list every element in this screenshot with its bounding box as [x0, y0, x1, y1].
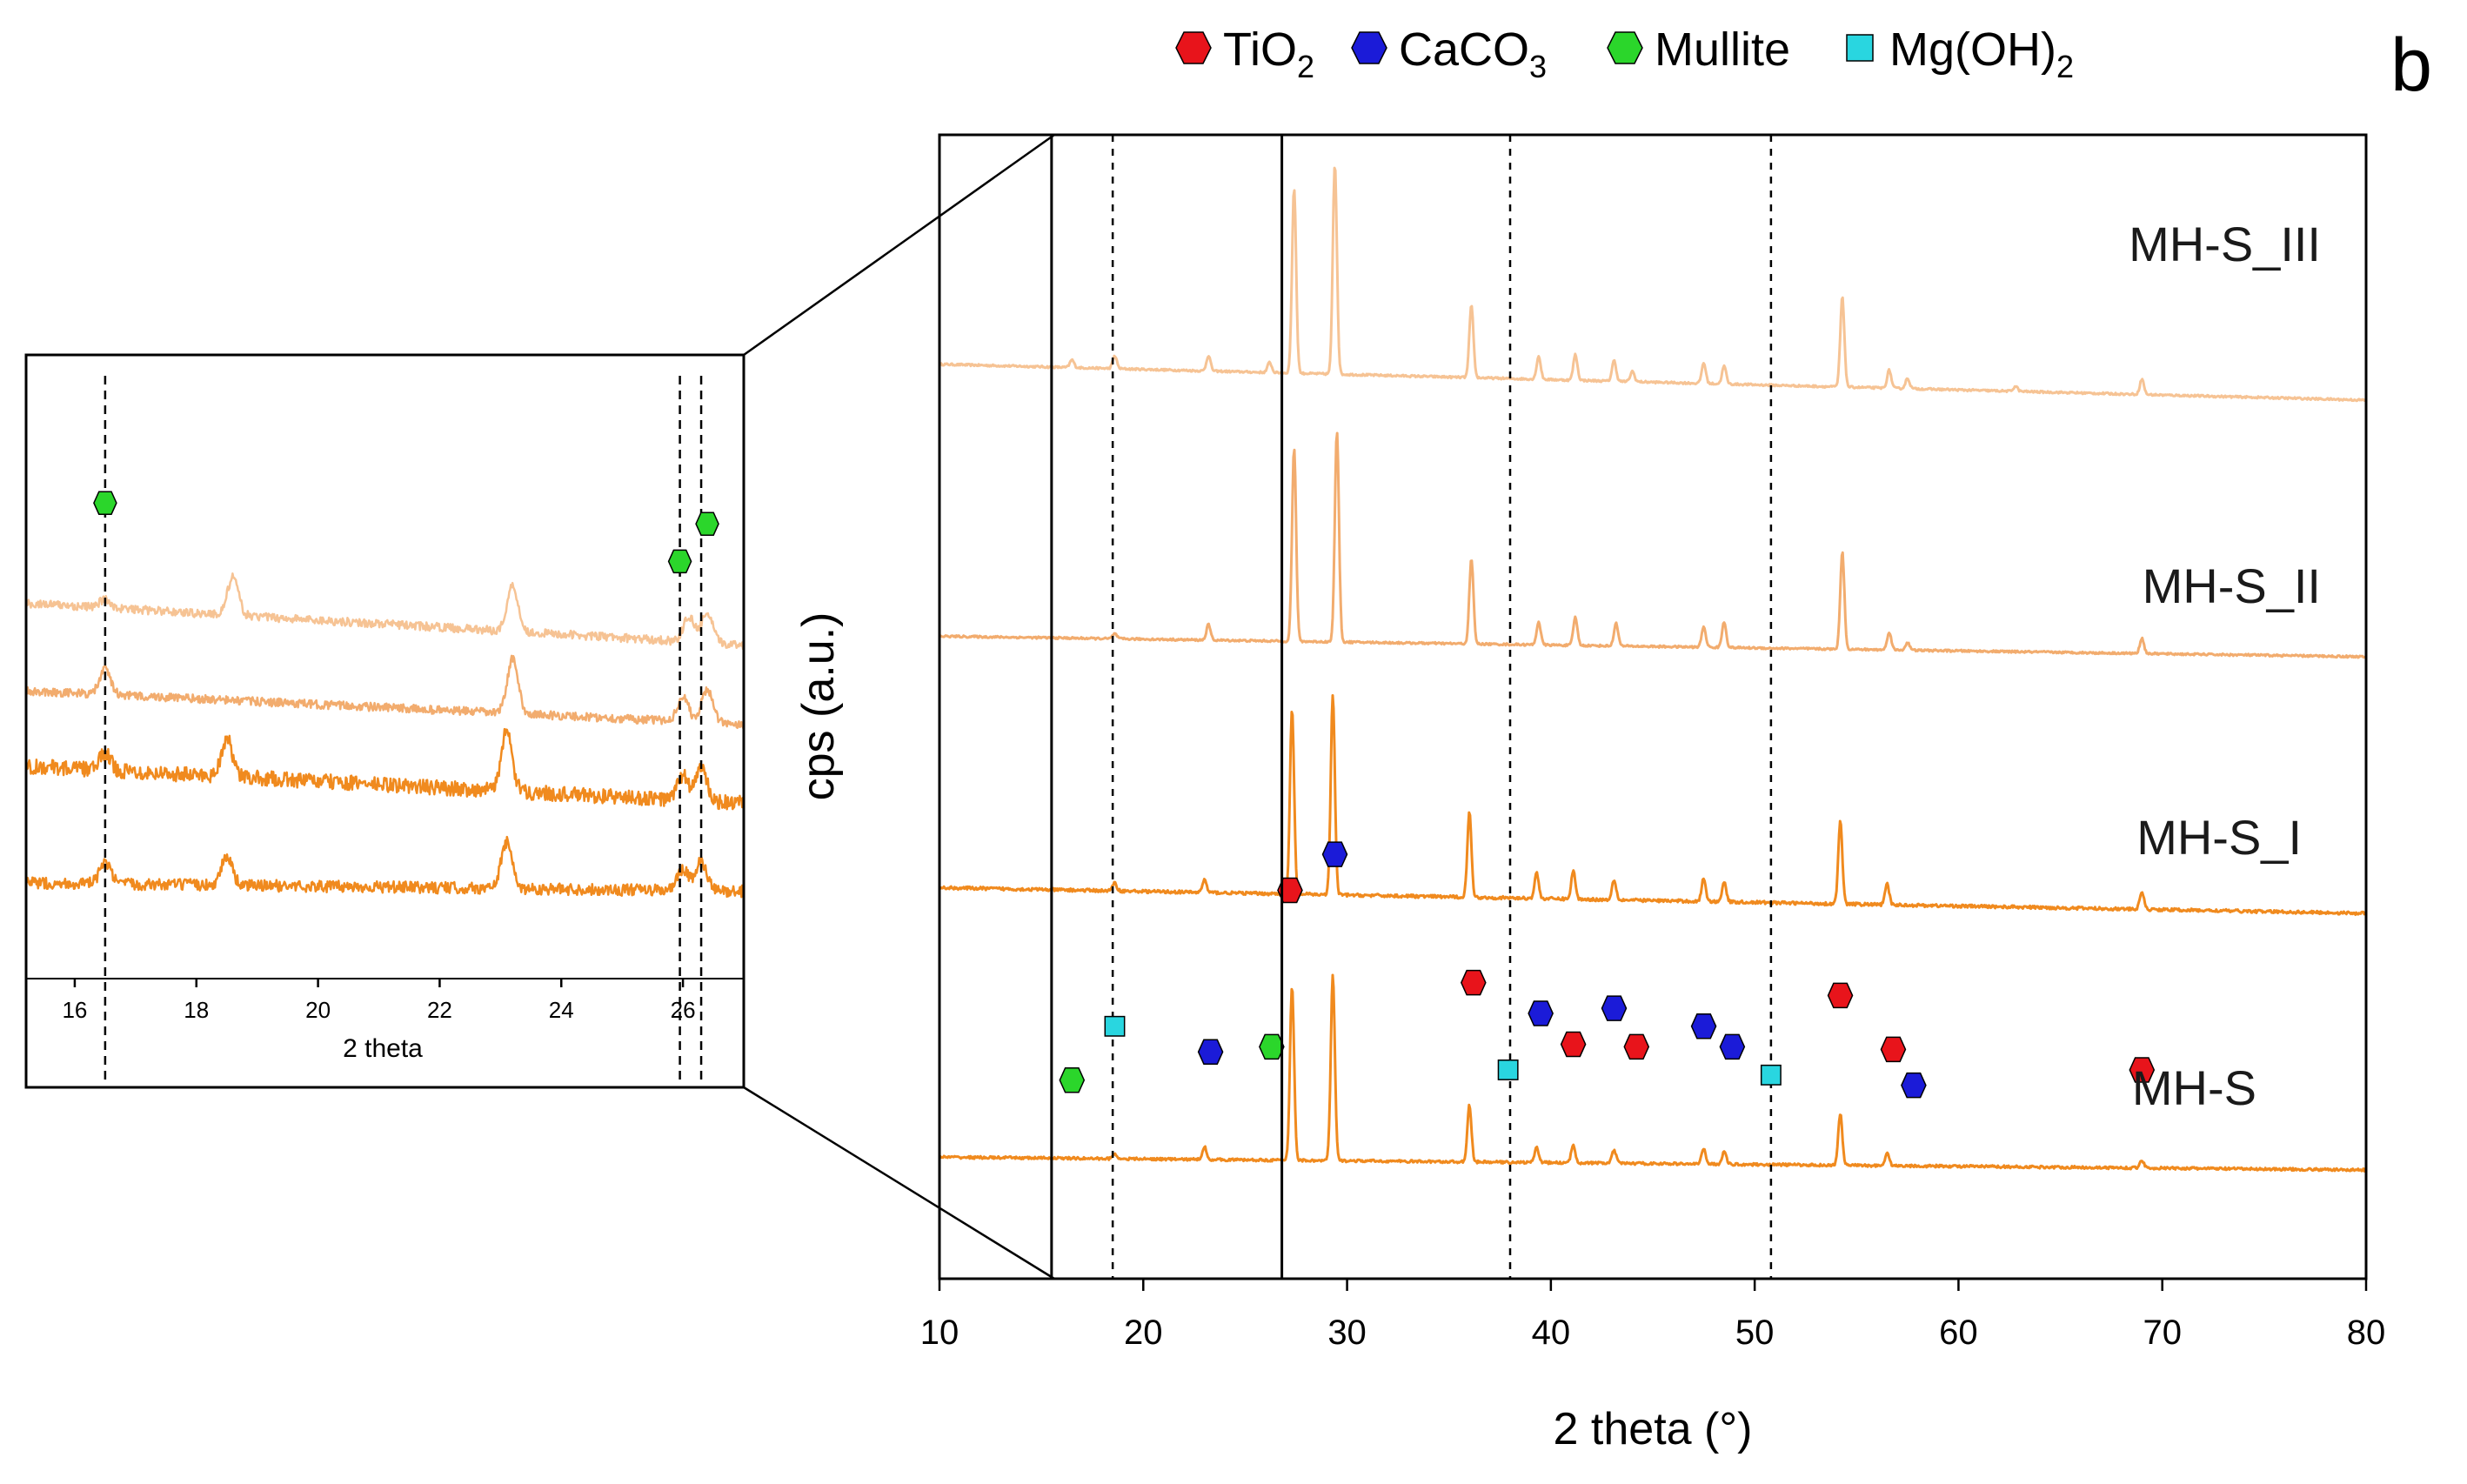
- legend: TiO2 CaCO3 Mullite Mg(OH)2: [1175, 23, 2074, 84]
- main-x-tick-label: 60: [1939, 1314, 1978, 1352]
- main-phase-markers: [1059, 841, 2156, 1099]
- sample-label-mh-s: MH-S: [2132, 1060, 2256, 1115]
- main-trace-mh-s-i: [938, 694, 2368, 916]
- main-trace-mh-s-iii: [938, 166, 2367, 403]
- main-marker-caco3-5: [1321, 841, 1348, 867]
- main-marker-mullite-0: [1059, 1067, 1086, 1093]
- zoom-connector-top: [743, 133, 1055, 357]
- main-x-axis-title: 2 theta (°): [1554, 1404, 1753, 1454]
- main-plot: 10 20 30 40 50 60 70 80 2 theta (°) cps (a.u.) …: [793, 133, 2386, 1454]
- main-plot-frame: [938, 133, 2368, 1280]
- main-marker-tio2-18: [2129, 1057, 2156, 1083]
- main-marker-mg-oh-2-1: [1104, 1015, 1126, 1037]
- inset-trace-mh-s-iii: [24, 572, 745, 651]
- main-marker-caco3-17: [1901, 1072, 1927, 1099]
- main-x-axis: 10 20 30 40 50 60 70 80: [920, 1279, 2386, 1352]
- inset-phase-markers: [93, 491, 719, 574]
- tio2-legend-marker: [1175, 31, 1212, 64]
- zoom-connector-bottom: [743, 1086, 1055, 1280]
- inset-x-axis-title: 2 theta: [343, 1034, 423, 1063]
- legend-label-mgoh2: Mg(OH)2: [1889, 23, 2074, 84]
- inset-marker-mullite-1: [667, 549, 692, 574]
- main-marker-caco3-7: [1528, 1000, 1554, 1026]
- inset-frame: [24, 353, 745, 1089]
- main-marker-tio2-11: [1623, 1033, 1650, 1060]
- inset-marker-mullite-0: [93, 491, 117, 515]
- legend-label-mullite: Mullite: [1655, 23, 1790, 76]
- inset-trace-mh-s-ii: [24, 654, 745, 730]
- main-x-tick-label: 10: [920, 1314, 959, 1352]
- inset-x-tick-label: 24: [549, 997, 574, 1023]
- main-x-tick-label: 20: [1124, 1314, 1163, 1352]
- legend-label-caco3: CaCO3: [1399, 23, 1547, 84]
- inset-x-tick-label: 26: [671, 997, 696, 1023]
- main-marker-caco3-13: [1719, 1033, 1746, 1060]
- legend-label-tio2: TiO2: [1223, 23, 1314, 84]
- main-marker-caco3-12: [1690, 1013, 1717, 1039]
- panel-letter: b: [2390, 23, 2432, 107]
- inset-x-tick-label: 16: [62, 997, 87, 1023]
- main-marker-mullite-3: [1259, 1033, 1285, 1060]
- inset-traces: [24, 572, 745, 899]
- main-marker-mg-oh-2-14: [1760, 1064, 1782, 1086]
- inset-plot: 16 18 20 22 24 26 2 theta: [24, 353, 745, 1089]
- inset-x-axis: 16 18 20 22 24 26: [62, 979, 696, 1023]
- mgoh2-legend-marker: [1846, 34, 1874, 62]
- main-marker-mg-oh-2-8: [1497, 1060, 1519, 1080]
- inset-x-tick-label: 22: [427, 997, 452, 1023]
- inset-x-tick-label: 18: [184, 997, 209, 1023]
- main-marker-tio2-9: [1560, 1031, 1587, 1058]
- main-marker-tio2-4: [1277, 877, 1303, 904]
- main-y-axis-title: cps (a.u.): [793, 612, 844, 801]
- zoom-box: [1050, 133, 1284, 1280]
- main-marker-tio2-15: [1827, 982, 1854, 1009]
- mullite-legend-marker: [1607, 31, 1643, 64]
- main-trace-mh-s-ii: [939, 431, 2367, 659]
- inset-background: [26, 355, 744, 1087]
- sample-label-mh-s-iii: MH-S_III: [2129, 217, 2321, 271]
- main-trace-mh-s: [938, 973, 2368, 1173]
- main-x-tick-label: 80: [2347, 1314, 2386, 1352]
- main-x-tick-label: 70: [2143, 1314, 2182, 1352]
- inset-x-tick-label: 20: [305, 997, 331, 1023]
- main-x-tick-label: 40: [1532, 1314, 1571, 1352]
- main-marker-caco3-10: [1601, 995, 1628, 1021]
- main-x-tick-label: 30: [1327, 1314, 1367, 1352]
- main-x-tick-label: 50: [1735, 1314, 1775, 1352]
- main-marker-tio2-6: [1461, 969, 1487, 996]
- main-traces: [938, 166, 2368, 1173]
- main-reference-lines: [1111, 135, 1773, 1279]
- sample-label-mh-s-ii: MH-S_II: [2143, 558, 2321, 613]
- inset-trace-mh-s: [24, 835, 745, 899]
- main-marker-caco3-2: [1197, 1039, 1224, 1066]
- main-marker-tio2-16: [1880, 1036, 1907, 1063]
- sample-label-mh-s-i: MH-S_I: [2136, 810, 2302, 865]
- inset-trace-mh-s-i: [24, 727, 745, 811]
- inset-marker-mullite-2: [695, 511, 719, 536]
- caco3-legend-marker: [1351, 31, 1387, 64]
